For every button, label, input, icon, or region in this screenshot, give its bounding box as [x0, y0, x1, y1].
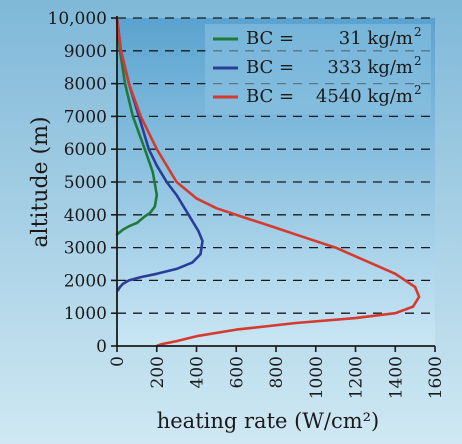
legend-label-0: BC = — [246, 28, 294, 49]
x-tick-label-600: 600 — [227, 356, 247, 388]
legend-exponent-0: 2 — [414, 25, 422, 39]
legend-label-2: BC = — [246, 86, 294, 107]
x-tick-label-0: 0 — [108, 356, 128, 367]
y-tick-label-9000: 9000 — [64, 42, 107, 62]
series-lines — [115, 16, 421, 348]
y-tick-label-8000: 8000 — [64, 75, 107, 95]
x-tick-label-1400: 1400 — [386, 356, 406, 399]
y-tick-label-4000: 4000 — [64, 206, 107, 226]
y-tick-label-2000: 2000 — [64, 271, 107, 291]
y-tick-labels: 0 1000 2000 3000 4000 5000 6000 7000 8000 9000 10,… — [48, 9, 107, 357]
y-tick-label-10000: 10,000 — [48, 9, 107, 29]
legend-value-1: 333 kg/m — [327, 57, 413, 78]
series-line-2 — [115, 16, 421, 348]
y-tick-label-3000: 3000 — [64, 239, 107, 259]
x-axis-label: heating rate (W/cm²) — [157, 409, 380, 433]
y-tick-label-1000: 1000 — [64, 304, 107, 324]
x-tick-labels: 0 200 400 600 800 1000 1200 1400 1600 — [108, 356, 446, 399]
legend: BC = 31 kg/m 2BC = 333 kg/m 2BC = 4540 kg/m 2 — [205, 24, 431, 114]
legend-value-0: 31 kg/m — [339, 28, 413, 49]
y-tick-label-5000: 5000 — [64, 173, 107, 193]
x-tick-label-1600: 1600 — [426, 356, 446, 399]
series-line-1 — [115, 16, 204, 292]
grid-lines — [117, 17, 435, 314]
legend-exponent-2: 2 — [414, 83, 422, 97]
axes — [111, 16, 436, 352]
y-tick-label-0: 0 — [96, 337, 107, 357]
y-tick-label-6000: 6000 — [64, 140, 107, 160]
y-tick-label-7000: 7000 — [64, 107, 107, 127]
x-tick-label-1000: 1000 — [307, 356, 327, 399]
legend-exponent-1: 2 — [414, 54, 422, 68]
x-tick-label-400: 400 — [188, 356, 208, 388]
legend-label-1: BC = — [246, 57, 294, 78]
legend-value-2: 4540 kg/m — [316, 86, 413, 107]
legend-box — [205, 24, 431, 114]
x-tick-label-1200: 1200 — [347, 356, 367, 399]
y-axis-label: altitude (m) — [28, 116, 53, 247]
x-tick-label-200: 200 — [148, 356, 168, 388]
x-tick-label-800: 800 — [267, 356, 287, 388]
series-line-0 — [115, 16, 159, 236]
